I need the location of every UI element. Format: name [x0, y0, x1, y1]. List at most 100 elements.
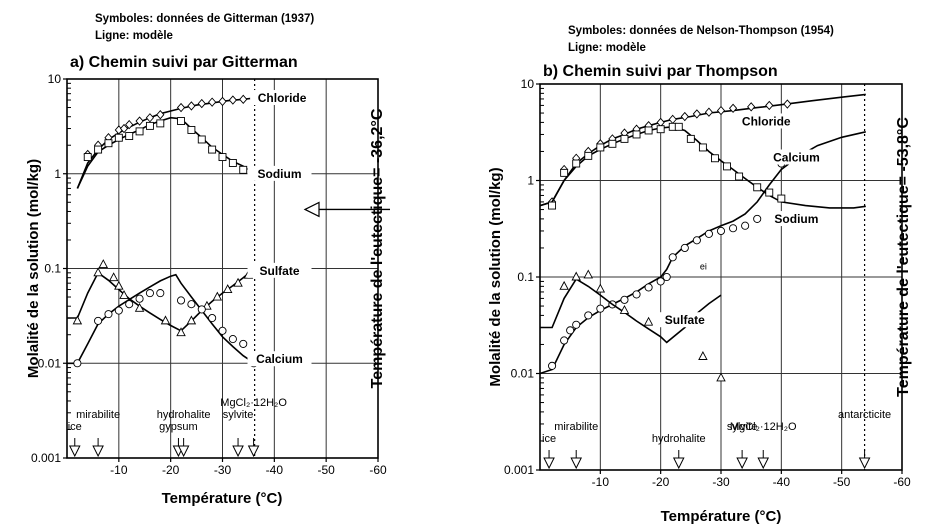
- point-chloride: [747, 102, 756, 112]
- point-sulfate: [176, 327, 186, 337]
- y-tick-label: 10: [48, 72, 62, 86]
- point-sodium: [596, 143, 605, 152]
- phase-arrowhead: [543, 457, 555, 470]
- point-calcium: [228, 335, 237, 344]
- series-label-sodium: Sodium: [258, 167, 302, 181]
- point-sodium: [104, 139, 113, 148]
- point-calcium: [668, 253, 677, 262]
- point-sodium: [620, 134, 629, 143]
- point-chloride: [176, 102, 186, 113]
- phase-label: ice: [542, 433, 556, 445]
- phase-arrowhead: [68, 445, 81, 458]
- point-calcium: [135, 294, 144, 303]
- phase-label: antarcticite: [838, 409, 891, 421]
- point-sulfate: [98, 259, 109, 269]
- point-calcium: [656, 277, 665, 286]
- point-chloride: [783, 99, 792, 109]
- point-sulfate: [583, 269, 594, 279]
- panel-title: b) Chemin suivi par Thompson: [543, 63, 778, 80]
- point-sodium: [548, 201, 557, 210]
- point-sulfate: [186, 315, 197, 325]
- point-sulfate: [698, 351, 708, 360]
- phase-label: gypsum: [159, 421, 198, 433]
- point-sodium: [777, 194, 786, 203]
- point-sodium: [239, 165, 248, 174]
- phase-arrowhead: [232, 445, 244, 458]
- x-tick-label: -60: [893, 475, 911, 489]
- phase-label: MgCl₂·12H₂O: [220, 397, 287, 409]
- point-sodium: [698, 143, 707, 152]
- series-label-bg-chloride: [250, 90, 315, 106]
- header-data-source: Symboles: données de Nelson-Thompson (19…: [568, 25, 834, 37]
- point-sodium: [686, 134, 695, 143]
- point-calcium: [239, 339, 248, 348]
- phase-label: MgCl₂·12H₂O: [730, 421, 797, 433]
- header-model: Ligne: modèle: [95, 30, 173, 42]
- point-chloride: [239, 94, 248, 105]
- eutectic-label: Température de l'eutectique= -53,8°C: [895, 117, 912, 397]
- point-calcium: [753, 214, 762, 223]
- point-sulfate: [595, 283, 606, 293]
- point-calcium: [73, 359, 82, 368]
- x-tick-label: -60: [369, 463, 387, 477]
- y-tick-label: 0.01: [511, 367, 535, 381]
- eutectic-arrowhead: [303, 201, 320, 218]
- point-sodium: [735, 172, 744, 181]
- x-tick-label: -20: [162, 463, 180, 477]
- phase-label: sylvite: [727, 421, 758, 433]
- point-sulfate: [222, 284, 233, 293]
- y-tick-label: 0.1: [517, 270, 534, 284]
- x-axis-label: Température (°C): [162, 490, 283, 507]
- point-sodium: [187, 125, 196, 134]
- phase-arrowhead: [92, 445, 104, 458]
- point-calcium: [114, 306, 123, 315]
- y-tick-label: 10: [521, 77, 535, 91]
- annotation-text: ei: [700, 261, 707, 271]
- point-calcium: [716, 226, 726, 236]
- point-sulfate: [108, 272, 119, 282]
- point-sodium: [156, 119, 165, 128]
- y-tick-label: 1: [527, 174, 534, 188]
- point-chloride: [208, 97, 217, 107]
- phase-arrowhead: [736, 457, 748, 470]
- point-calcium: [104, 310, 113, 319]
- phase-arrowhead: [672, 457, 685, 470]
- point-calcium: [94, 316, 103, 325]
- point-calcium: [729, 224, 738, 233]
- point-sodium: [674, 122, 683, 131]
- point-sodium: [584, 151, 593, 160]
- point-chloride: [728, 103, 738, 113]
- point-sodium: [644, 126, 653, 135]
- point-chloride: [228, 95, 237, 105]
- point-calcium: [596, 304, 605, 313]
- phase-label: hydrohalite: [157, 409, 211, 421]
- point-calcium: [208, 313, 217, 323]
- point-sulfate: [643, 316, 654, 326]
- point-calcium: [566, 326, 575, 335]
- y-tick-label: 0.001: [504, 463, 534, 477]
- phase-arrowhead: [247, 445, 260, 458]
- point-sulfate: [72, 315, 83, 325]
- series-label-bg-calcium: [764, 149, 829, 165]
- point-sulfate: [134, 302, 145, 312]
- point-chloride: [156, 110, 165, 120]
- eutectic-label: Température de l'eutectique= -36,2°C: [369, 108, 386, 388]
- point-sodium: [145, 121, 154, 130]
- phase-arrowhead: [570, 457, 583, 470]
- x-axis-label: Température (°C): [661, 508, 782, 524]
- point-calcium: [176, 296, 186, 305]
- series-label-sulfate: Sulfate: [260, 264, 300, 278]
- point-sodium: [218, 153, 227, 162]
- point-sodium: [560, 168, 569, 177]
- x-tick-label: -40: [773, 475, 791, 489]
- point-calcium: [741, 221, 750, 230]
- point-chloride: [656, 117, 665, 128]
- x-tick-label: -40: [266, 463, 284, 477]
- point-sulfate: [716, 372, 726, 382]
- point-sodium: [723, 162, 731, 171]
- point-calcium: [218, 326, 227, 335]
- x-tick-label: -10: [592, 475, 610, 489]
- point-sodium: [608, 139, 617, 148]
- y-tick-label: 0.001: [31, 451, 61, 465]
